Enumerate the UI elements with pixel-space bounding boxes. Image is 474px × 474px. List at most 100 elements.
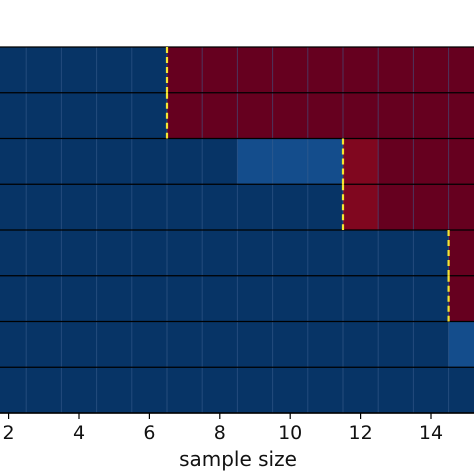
heatmap-cell	[167, 138, 203, 185]
x-tick-label: 4	[73, 422, 85, 444]
heatmap-cell	[0, 321, 27, 368]
heatmap-cell	[61, 184, 98, 231]
heatmap-cell	[343, 230, 379, 277]
heatmap-cell	[448, 367, 474, 414]
heatmap-cell	[202, 47, 238, 94]
heatmap-cell	[448, 230, 474, 277]
heatmap-cell	[26, 275, 62, 322]
heatmap-cell	[272, 184, 309, 231]
heatmap-cell	[343, 47, 379, 94]
heatmap-cell	[131, 230, 168, 277]
heatmap-cell	[272, 367, 309, 414]
heatmap-cell	[307, 230, 344, 277]
heatmap-cell	[202, 275, 238, 322]
heatmap-cell	[0, 275, 27, 322]
heatmap-cell	[378, 92, 414, 139]
heatmap-cell	[448, 47, 474, 94]
heatmap-cell	[202, 367, 238, 414]
heatmap-cell	[307, 321, 344, 368]
heatmap-cell	[26, 230, 62, 277]
heatmap-cell	[61, 230, 98, 277]
heatmap-cell	[61, 275, 98, 322]
heatmap-cell	[96, 184, 133, 231]
heatmap-cell	[131, 47, 168, 94]
heatmap-cell	[26, 184, 62, 231]
heatmap-cell	[237, 47, 274, 94]
heatmap-cell	[26, 321, 62, 368]
heatmap-cell	[343, 367, 379, 414]
x-tick-label: 10	[278, 422, 302, 444]
heatmap-cell	[26, 138, 62, 185]
heatmap-cell	[448, 321, 474, 368]
heatmap-cell	[448, 92, 474, 139]
heatmap-cell	[307, 275, 344, 322]
heatmap-cell	[307, 92, 344, 139]
row-borders	[0, 46, 474, 414]
heatmap-cell	[202, 321, 238, 368]
x-axis: 2 4 6 8 10 12 14	[0, 412, 474, 444]
heatmap-cell	[96, 367, 133, 414]
heatmap-cell	[448, 138, 474, 185]
heatmap-cell	[272, 275, 309, 322]
x-tick-label: 12	[349, 422, 373, 444]
heatmap-cell	[167, 184, 203, 231]
heatmap-cell	[131, 367, 168, 414]
heatmap-cell	[202, 230, 238, 277]
heatmap-cell	[26, 47, 62, 94]
heatmap-cell	[343, 138, 379, 185]
heatmap-cells	[0, 47, 474, 414]
heatmap-cell	[272, 47, 309, 94]
heatmap-cell	[448, 275, 474, 322]
heatmap-cell	[272, 138, 309, 185]
heatmap-cell	[378, 184, 414, 231]
heatmap-cell	[307, 138, 344, 185]
heatmap-cell	[413, 138, 450, 185]
heatmap-cell	[131, 138, 168, 185]
heatmap-cell	[413, 230, 450, 277]
heatmap-cell	[167, 367, 203, 414]
heatmap-cell	[448, 184, 474, 231]
heatmap-cell	[272, 321, 309, 368]
heatmap-cell	[96, 230, 133, 277]
x-tick-label: 6	[143, 422, 155, 444]
heatmap-cell	[26, 92, 62, 139]
heatmap-cell	[167, 47, 203, 94]
heatmap-cell	[378, 230, 414, 277]
x-tick-label: 14	[419, 422, 443, 444]
heatmap-cell	[0, 92, 27, 139]
heatmap-cell	[413, 321, 450, 368]
heatmap-cell	[307, 47, 344, 94]
heatmap-cell	[61, 92, 98, 139]
heatmap-cell	[343, 321, 379, 368]
heatmap-cell	[61, 47, 98, 94]
heatmap-cell	[413, 367, 450, 414]
heatmap-cell	[237, 184, 274, 231]
heatmap-cell	[167, 275, 203, 322]
heatmap-cell	[237, 230, 274, 277]
heatmap-cell	[131, 184, 168, 231]
heatmap-cell	[237, 321, 274, 368]
heatmap-cell	[343, 184, 379, 231]
heatmap-cell	[413, 275, 450, 322]
heatmap-cell	[96, 321, 133, 368]
heatmap-cell	[61, 367, 98, 414]
heatmap-cell	[202, 138, 238, 185]
heatmap-cell	[96, 47, 133, 94]
heatmap-cell	[378, 138, 414, 185]
heatmap-cell	[0, 230, 27, 277]
heatmap-cell	[202, 92, 238, 139]
heatmap-cell	[343, 275, 379, 322]
heatmap-cell	[237, 138, 274, 185]
threshold-lines	[165, 47, 450, 322]
heatmap-cell	[378, 275, 414, 322]
heatmap-cell	[343, 92, 379, 139]
heatmap-cell	[167, 321, 203, 368]
heatmap-cell	[61, 138, 98, 185]
heatmap-cell	[413, 184, 450, 231]
heatmap-cell	[0, 367, 27, 414]
heatmap-cell	[61, 321, 98, 368]
heatmap-cell	[0, 138, 27, 185]
heatmap-cell	[0, 47, 27, 94]
heatmap-cell	[237, 92, 274, 139]
